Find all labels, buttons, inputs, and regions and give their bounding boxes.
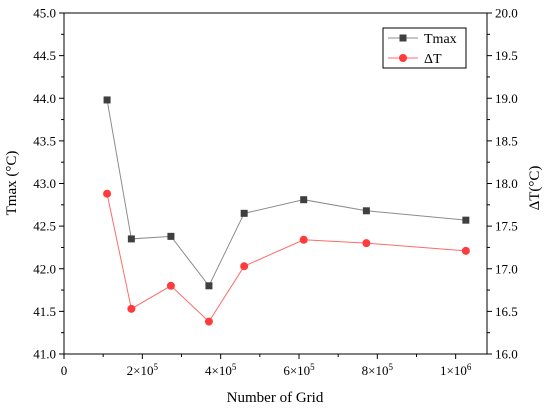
y-left-tick-label: 42.5 xyxy=(33,219,56,234)
series-tmax-point xyxy=(300,196,308,204)
y-right-tick-label: 17.5 xyxy=(495,219,518,234)
x-tick-label: 6×105 xyxy=(283,362,315,378)
y-left-tick-label: 41.5 xyxy=(33,304,56,319)
series-delta-t-point xyxy=(166,281,175,290)
series-delta-t-point xyxy=(299,235,308,244)
series-tmax-point xyxy=(240,209,248,217)
x-tick-label: 0 xyxy=(61,363,68,378)
y-right-tick-label: 20.0 xyxy=(495,6,518,21)
series-delta-t-point xyxy=(103,189,112,198)
legend-tmax-label: Tmax xyxy=(424,32,457,47)
legend-delta-t-label: ΔT xyxy=(424,52,442,67)
y-left-tick-label: 45.0 xyxy=(33,6,56,21)
y-right-tick-label: 17.0 xyxy=(495,261,518,276)
y-right-tick-label: 19.5 xyxy=(495,48,518,63)
y-left-tick-label: 42.0 xyxy=(33,261,56,276)
x-tick-label: 2×105 xyxy=(127,362,159,378)
series-delta-t-point xyxy=(127,304,136,313)
series-tmax-point xyxy=(362,207,370,215)
legend-tmax-marker xyxy=(399,34,407,42)
x-tick-label: 4×105 xyxy=(205,362,237,378)
series-tmax-point xyxy=(103,96,111,104)
y-left-tick-label: 44.0 xyxy=(33,91,56,106)
y-left-tick-label: 43.5 xyxy=(33,133,56,148)
series-tmax-line xyxy=(106,99,466,287)
y-left-tick-label: 41.0 xyxy=(33,347,56,362)
x-axis-title: Number of Grid xyxy=(227,390,324,406)
series-tmax-point xyxy=(462,216,470,224)
y-axis-left-title: Tmax (°C) xyxy=(4,151,20,216)
legend-delta-t-marker xyxy=(399,54,407,62)
series-delta-t-point xyxy=(204,317,213,326)
series-delta-t-point xyxy=(240,262,249,271)
series-delta-t-line xyxy=(106,193,466,323)
series-delta-t-point xyxy=(461,246,470,255)
x-tick-label: 8×105 xyxy=(362,362,394,378)
series-tmax-point xyxy=(127,235,135,243)
legend: Tmax ΔT xyxy=(382,27,467,69)
y-right-tick-label: 18.0 xyxy=(495,176,518,191)
y-right-tick-label: 19.0 xyxy=(495,91,518,106)
y-left-tick-label: 44.5 xyxy=(33,48,56,63)
y-right-tick-label: 18.5 xyxy=(495,133,518,148)
legend-box xyxy=(382,27,467,69)
y-right-tick-label: 16.0 xyxy=(495,347,518,362)
series-tmax-point xyxy=(167,232,175,240)
y-left-tick-label: 43.0 xyxy=(33,176,56,191)
x-tick-label: 1×106 xyxy=(440,362,472,378)
series-tmax-point xyxy=(205,282,213,290)
y-axis-right-title: ΔT(°C) xyxy=(527,166,543,211)
y-right-tick-label: 16.5 xyxy=(495,304,518,319)
series-delta-t-point xyxy=(362,239,371,248)
